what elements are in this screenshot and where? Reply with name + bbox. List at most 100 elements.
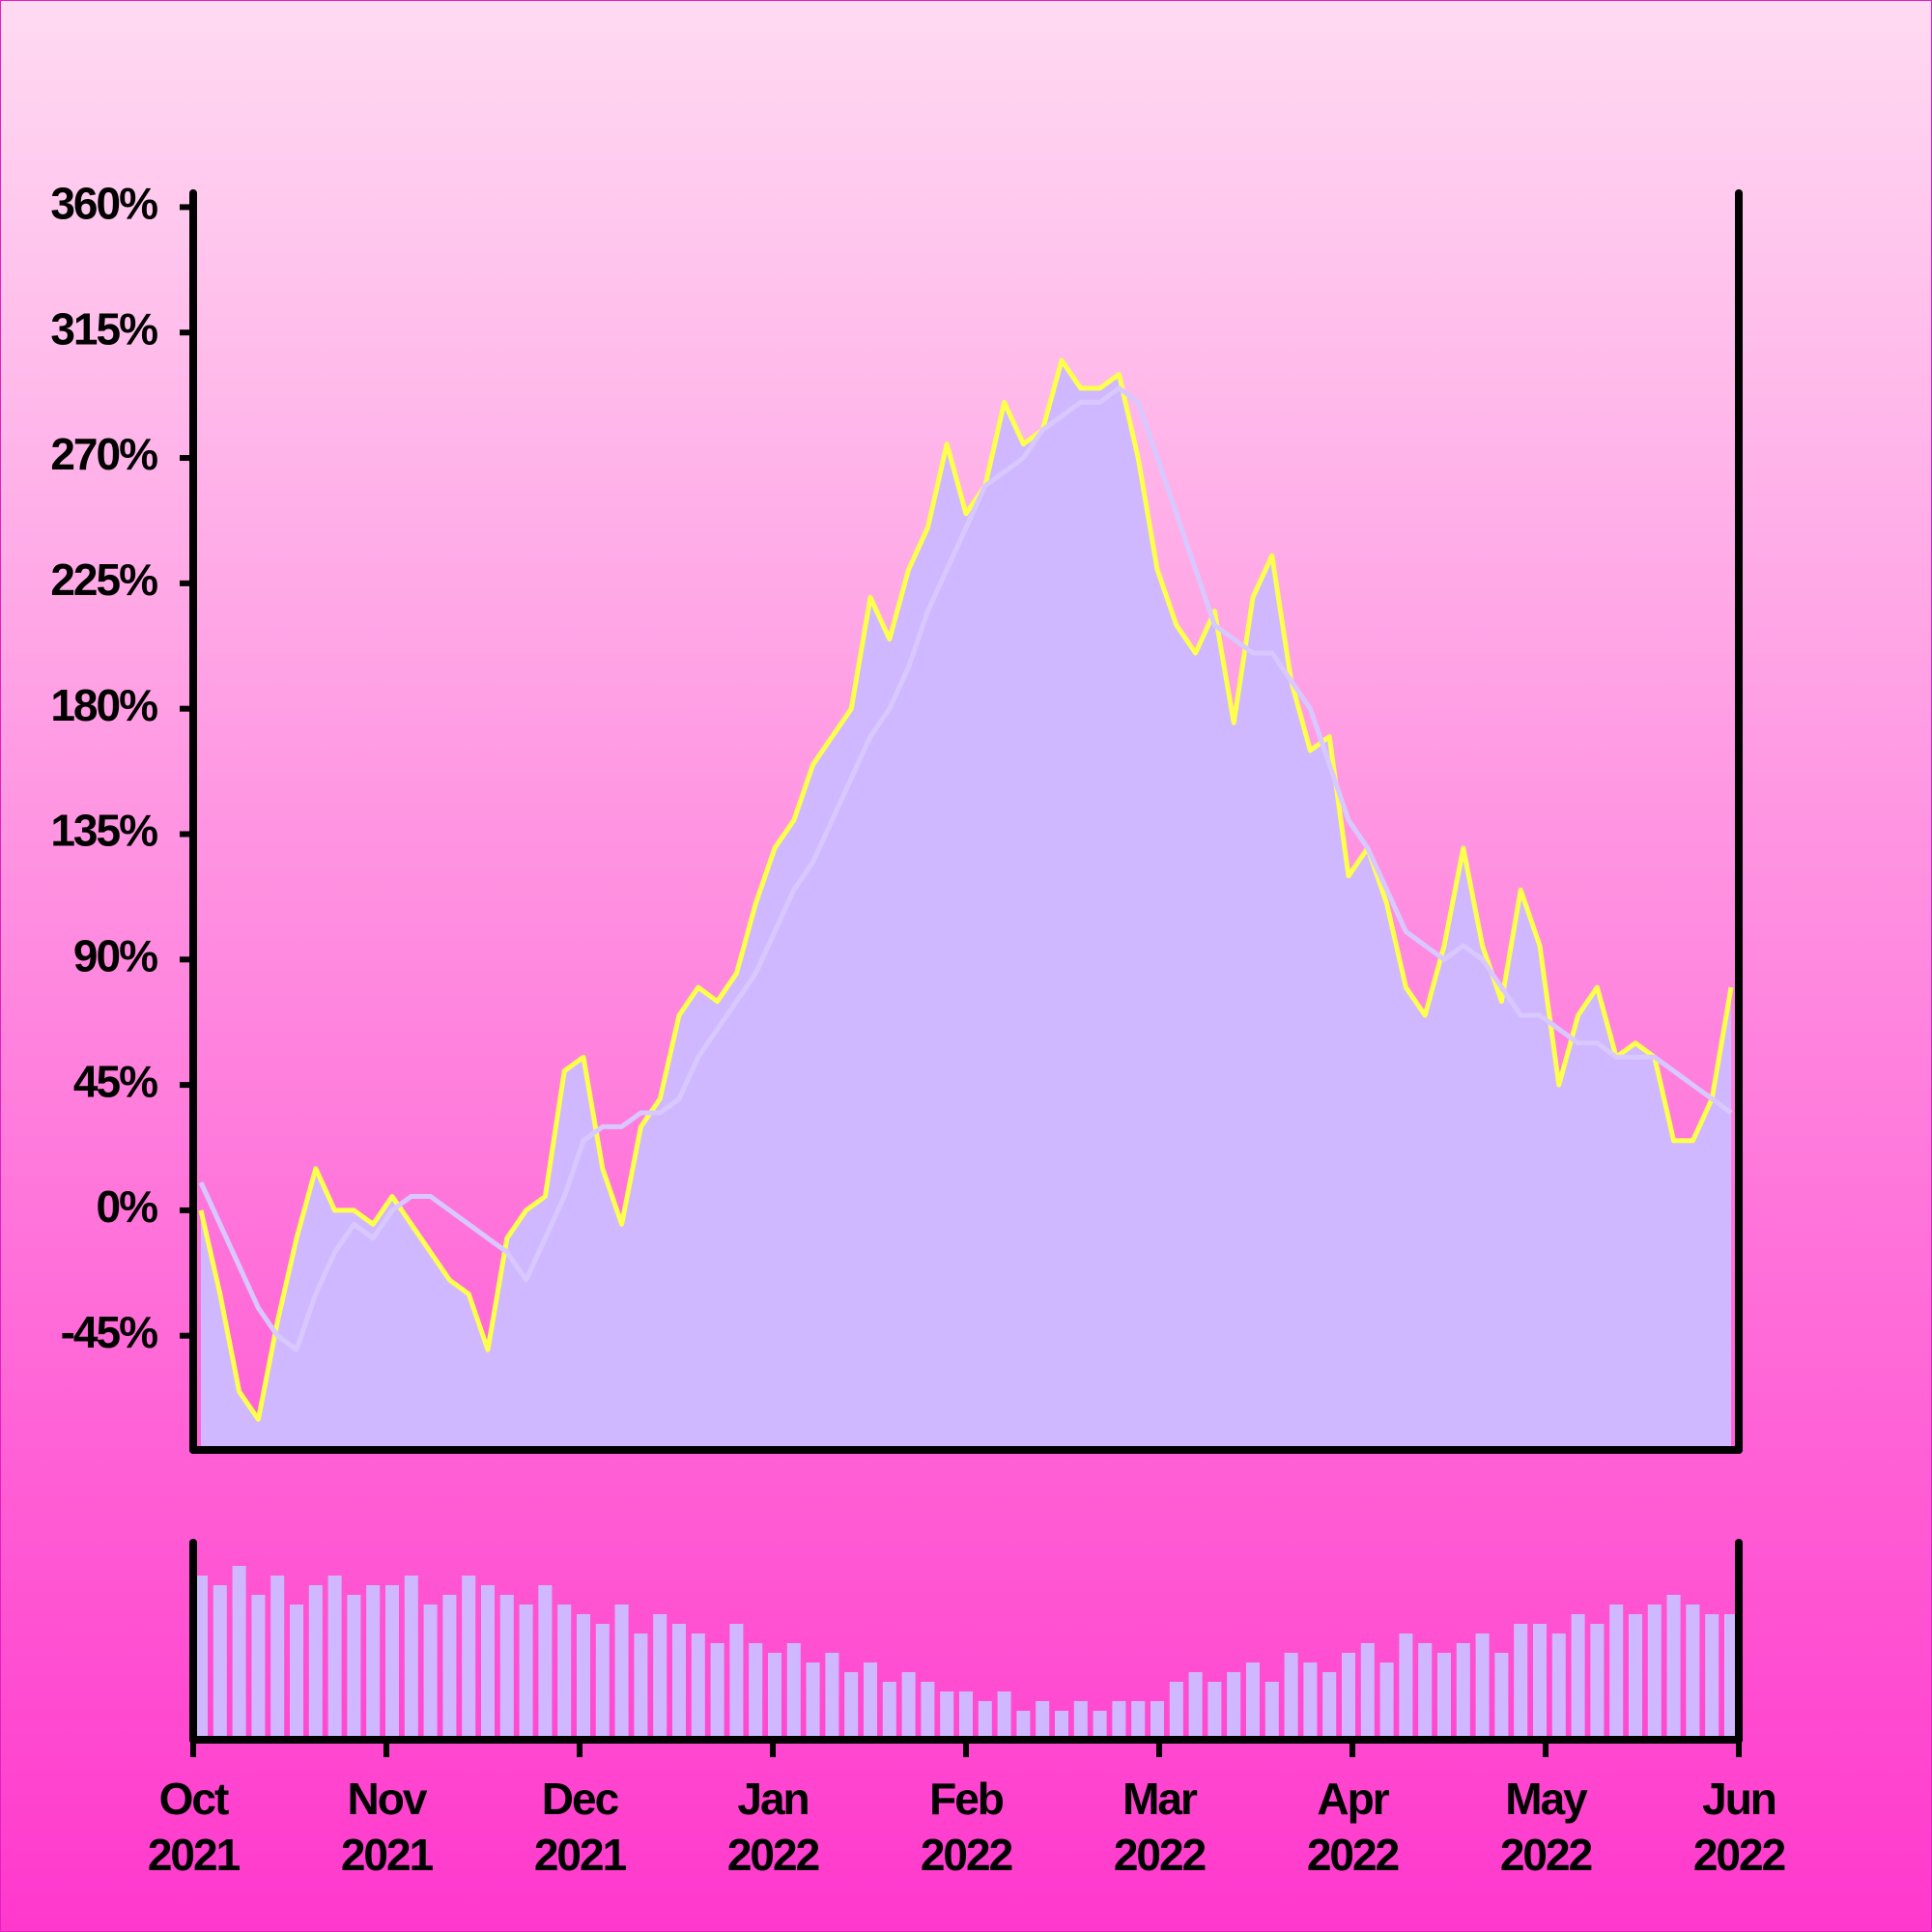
y-tick-label: 135%	[50, 806, 157, 856]
area	[201, 360, 1731, 1451]
volume-bar	[786, 1643, 801, 1740]
volume-bar	[1437, 1653, 1451, 1740]
volume-bar	[1016, 1711, 1031, 1740]
line	[198, 385, 1733, 1352]
volume-bar	[1551, 1634, 1566, 1740]
x-tick-label: May 2022	[1500, 1774, 1592, 1880]
y-tick-label: 45%	[73, 1056, 157, 1106]
volume-bar	[1494, 1653, 1509, 1740]
volume-bar	[1169, 1682, 1183, 1740]
volume-bar	[1264, 1682, 1279, 1740]
x-tick-label: Dec 2021	[534, 1774, 627, 1880]
volume-bar	[749, 1643, 763, 1740]
y-tick-label: -45%	[61, 1307, 157, 1357]
volume-bar	[691, 1634, 705, 1740]
volume-bar	[997, 1691, 1011, 1740]
volume-bar	[768, 1653, 781, 1740]
volume-bar	[1590, 1624, 1605, 1740]
volume-bar	[806, 1662, 820, 1740]
volume-bar	[634, 1634, 648, 1740]
volume-bar	[462, 1576, 476, 1740]
volume-bar	[538, 1585, 553, 1740]
volume-bar	[481, 1585, 495, 1740]
x-tick-label: Jun 2022	[1693, 1774, 1785, 1880]
volume-bar	[1379, 1662, 1394, 1740]
volume-bar	[1188, 1672, 1203, 1740]
volume-bar	[959, 1691, 973, 1740]
y-tick-label: 180%	[50, 680, 157, 730]
volume-bar	[1055, 1711, 1068, 1740]
volume-bar	[270, 1576, 285, 1740]
volume-bar	[595, 1624, 610, 1740]
volume-bar	[308, 1585, 323, 1740]
volume-bar	[1456, 1643, 1470, 1740]
volume-bar	[423, 1605, 438, 1740]
volume-bar	[1399, 1634, 1413, 1740]
volume-bar	[194, 1576, 208, 1740]
volume-bar	[499, 1595, 514, 1740]
volume-bar	[385, 1585, 399, 1740]
volume-bar	[978, 1701, 992, 1740]
y-tick-label: 270%	[50, 429, 157, 479]
volume-bar	[1284, 1653, 1298, 1740]
volume-bar	[614, 1605, 629, 1740]
volume-bar	[1036, 1701, 1050, 1740]
volume-bar	[519, 1605, 533, 1740]
volume-bar	[366, 1585, 381, 1740]
volume-bar	[710, 1643, 724, 1740]
volume-bar	[442, 1595, 457, 1740]
volume-bar	[213, 1585, 227, 1740]
volume-bar	[864, 1662, 877, 1740]
volume-bar	[1533, 1624, 1547, 1740]
volume-bar	[347, 1595, 361, 1740]
plot-area: -45% 0% 45% 90% 135% 180% 225% 270% 315% 360% Oct 2…	[50, 179, 1786, 1881]
volume-bar	[729, 1624, 744, 1740]
volume-bar	[1360, 1643, 1375, 1740]
x-tick-label: Feb 2022	[921, 1774, 1012, 1880]
volume-bar	[1151, 1701, 1164, 1740]
volume-bar	[1418, 1643, 1433, 1740]
y-tick-label: 360%	[50, 179, 157, 229]
y-tick-label: 0%	[97, 1181, 158, 1232]
volume-bar	[1609, 1605, 1624, 1740]
volume-bar	[844, 1672, 859, 1740]
volume-bar	[1322, 1672, 1337, 1740]
volume-bar	[1246, 1662, 1260, 1740]
volume-bar	[1705, 1614, 1719, 1740]
volume-bar	[1724, 1614, 1738, 1740]
volume-bar	[1131, 1701, 1146, 1740]
x-tick-label: Oct 2021	[148, 1774, 241, 1880]
y-tick-label: 315%	[50, 303, 157, 354]
volume-bar	[653, 1614, 668, 1740]
volume-bar	[1112, 1701, 1126, 1740]
volume-bar	[557, 1605, 572, 1740]
volume-bar	[404, 1576, 418, 1740]
y-tick-label: 225%	[50, 554, 157, 605]
volume-bar	[577, 1614, 590, 1740]
line	[198, 357, 1734, 1422]
volume-bar	[1227, 1672, 1241, 1740]
volume-bar	[1303, 1662, 1318, 1740]
volume-bar	[1514, 1624, 1528, 1740]
axes	[189, 189, 1743, 1744]
volume-bar	[290, 1605, 303, 1740]
volume-bar	[825, 1653, 839, 1740]
volume-bar	[672, 1624, 686, 1740]
y-tick-label: 90%	[73, 930, 157, 980]
volume-bar	[1073, 1701, 1088, 1740]
volume-bar	[1647, 1605, 1662, 1740]
volume-bar	[940, 1691, 954, 1740]
volume-bar	[1571, 1614, 1585, 1740]
volume-bar	[1208, 1682, 1222, 1740]
volume-bar	[1342, 1653, 1355, 1740]
volume-bar	[251, 1595, 266, 1740]
volume-bar	[1475, 1634, 1490, 1740]
x-tick-label: Apr 2022	[1307, 1774, 1399, 1880]
volume-bar	[882, 1682, 896, 1740]
x-tick-label: Mar 2022	[1114, 1774, 1206, 1880]
volume-bar	[1686, 1605, 1700, 1740]
volume-bar	[1093, 1711, 1107, 1740]
volume-bar	[1666, 1595, 1681, 1740]
volume-bar	[1629, 1614, 1642, 1740]
